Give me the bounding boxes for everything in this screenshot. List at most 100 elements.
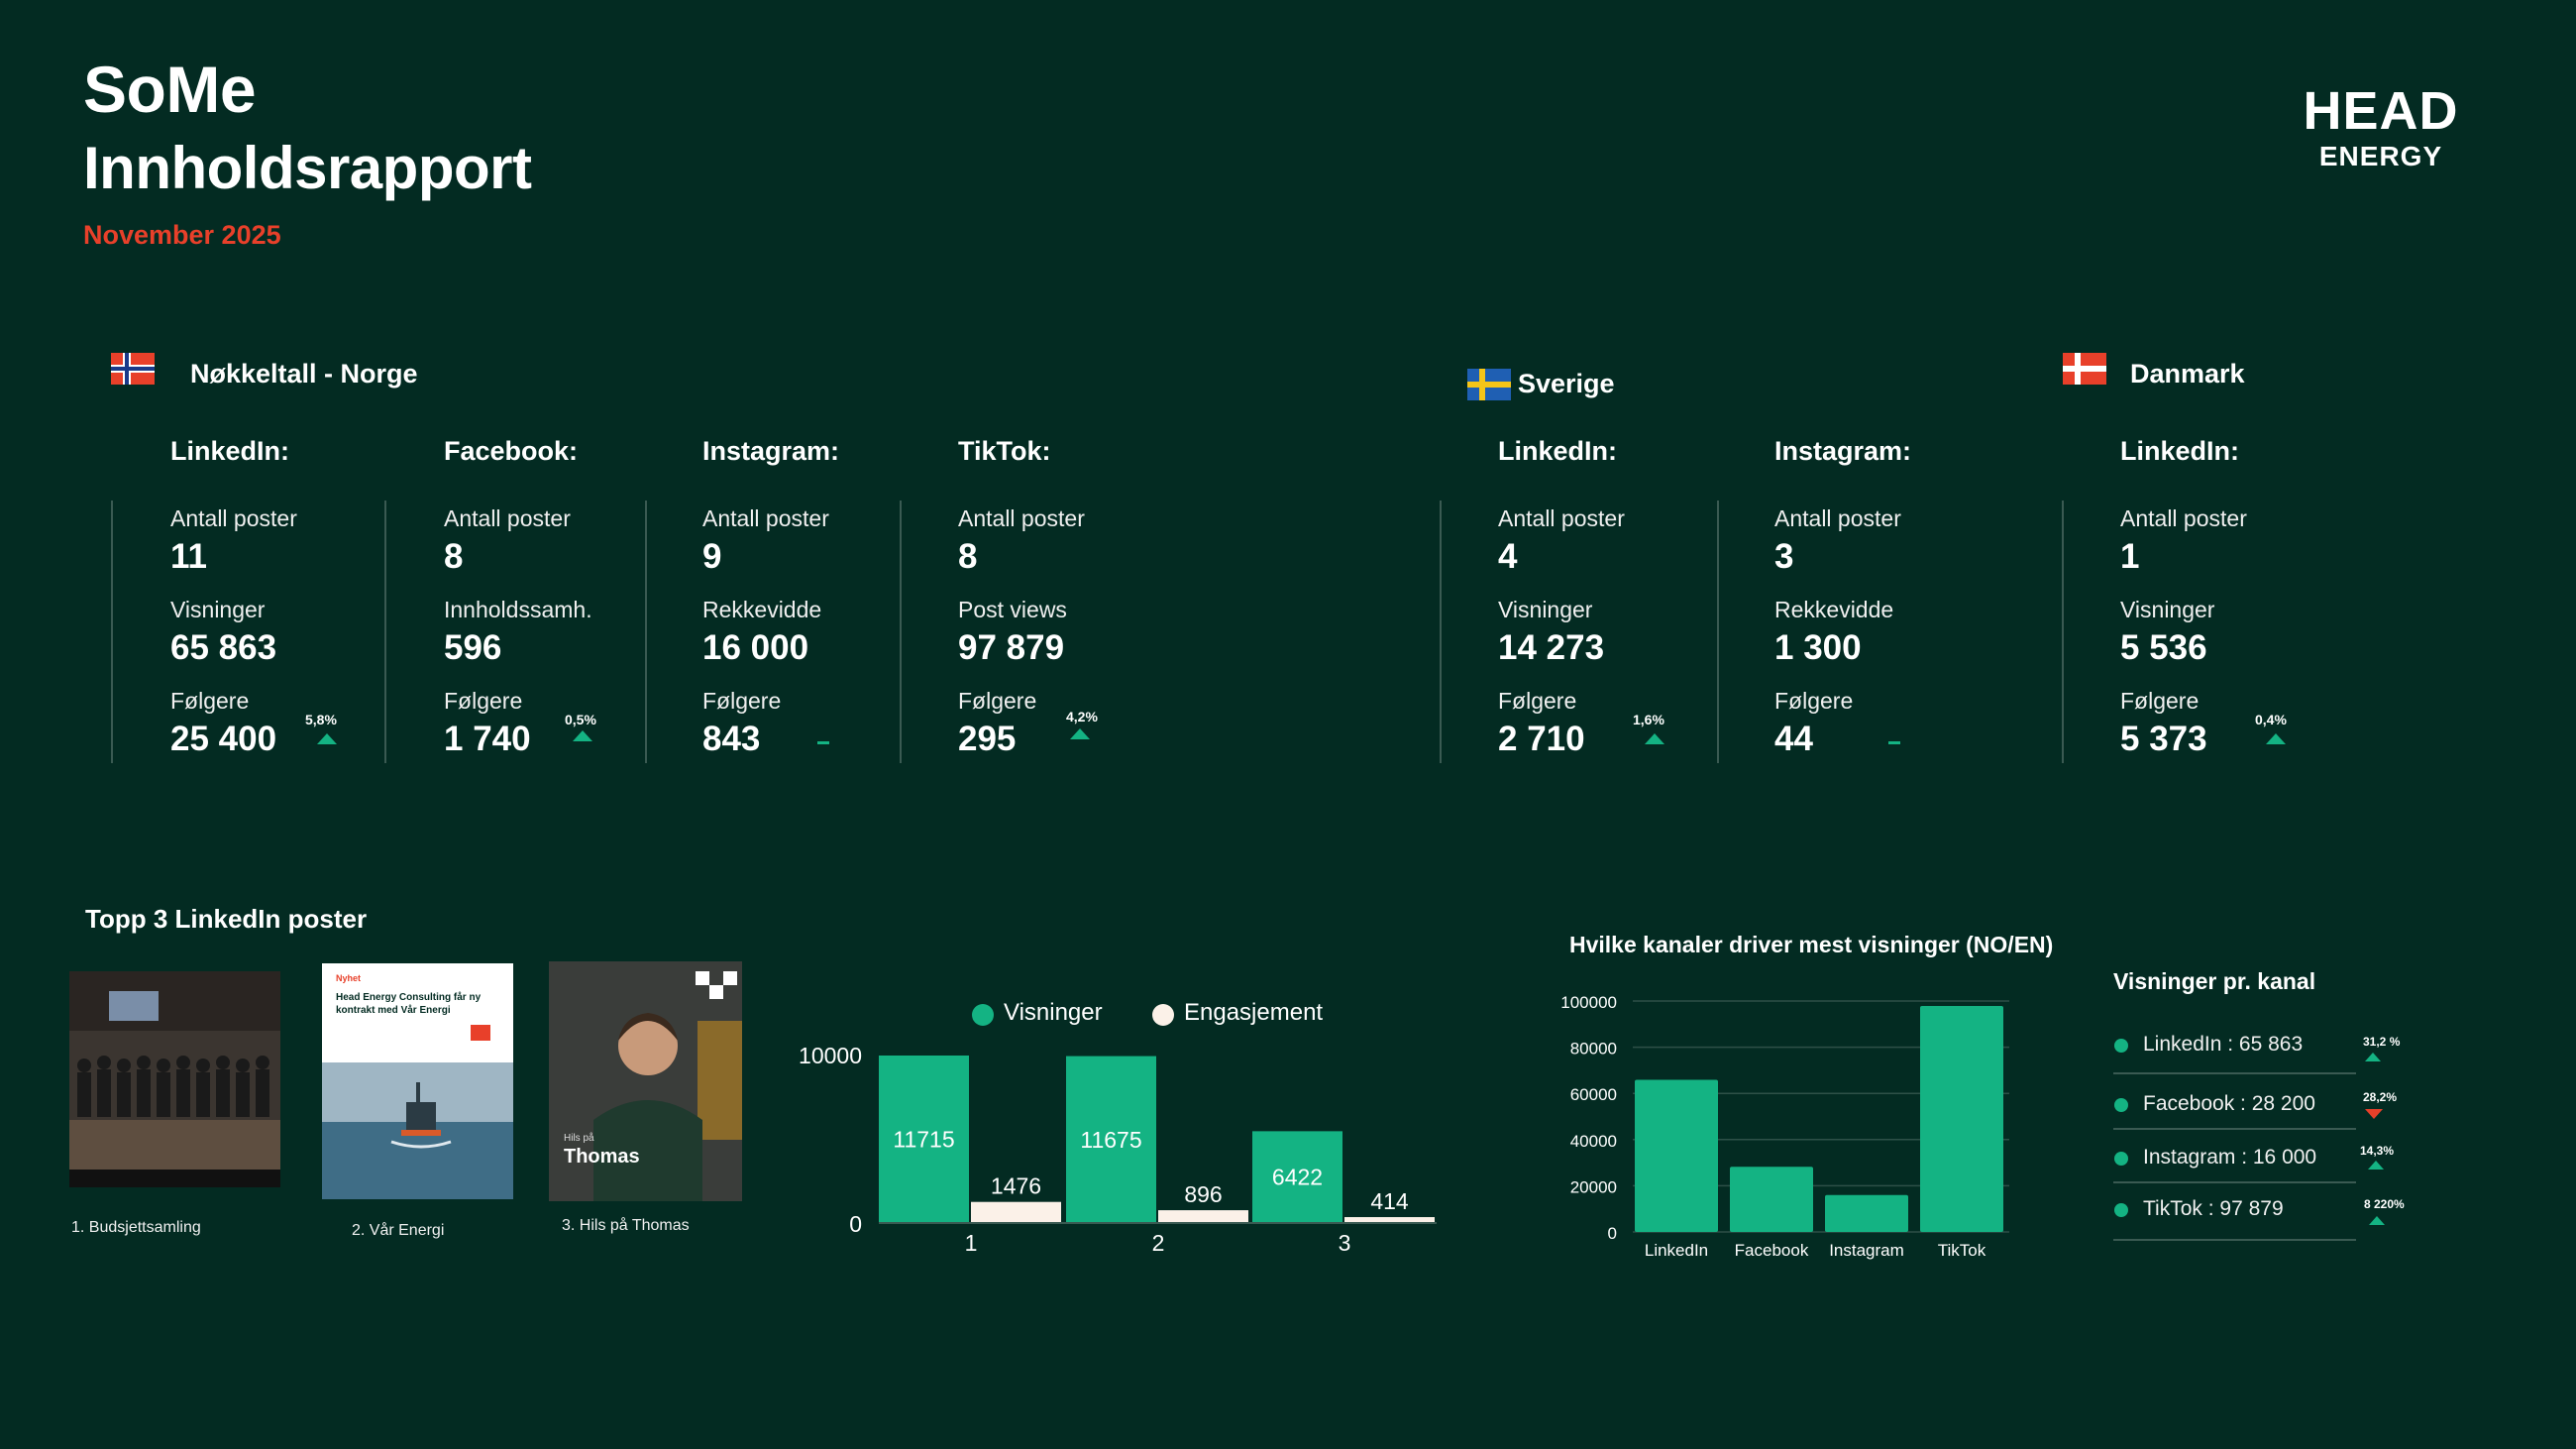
stat-value: 97 879 <box>958 628 1065 667</box>
bar-engasjement <box>971 1201 1061 1223</box>
stat-value: 1 300 <box>1774 628 1862 667</box>
y-tick-label: 20000 <box>1570 1177 1617 1196</box>
platform-label: TikTok: <box>958 436 1051 466</box>
sweden-flag-icon <box>1467 369 1511 400</box>
post-caption: 3. Hils på Thomas <box>562 1217 690 1234</box>
legend-label-engasjement: Engasjement <box>1184 999 1324 1026</box>
kanal-pct: 8 220% <box>2364 1197 2405 1211</box>
sweden-instagram-stats: Instagram: Antall poster 3 Rekkevidde 1 … <box>1774 436 2002 761</box>
stat-label: Rekkevidde <box>1774 597 1894 622</box>
trend-up-icon <box>2369 1216 2385 1225</box>
y-tick-label: 60000 <box>1570 1085 1617 1104</box>
norway-flag-icon <box>111 353 155 385</box>
thumb-headline: Head Energy Consulting får ny kontrakt m… <box>336 992 482 1016</box>
stat-label: Visninger <box>2120 597 2215 622</box>
platform-label: Facebook: <box>444 436 579 466</box>
y-tick-label: 0 <box>1608 1224 1617 1243</box>
stat-value: 3 <box>1774 537 1794 576</box>
bar-engasjement <box>1344 1217 1435 1223</box>
stat-value: 9 <box>702 537 722 576</box>
platform-label: Instagram: <box>1774 436 1912 466</box>
platform-label: Instagram: <box>702 436 840 466</box>
post-caption: 2. Vår Energi <box>352 1222 445 1239</box>
channel-bullet-icon <box>2114 1039 2128 1053</box>
x-tick-label: LinkedIn <box>1645 1241 1708 1260</box>
stat-label: Post views <box>958 597 1067 622</box>
report-title-innholdsrapport: Innholdsrapport <box>83 135 532 201</box>
stat-label: Følgere <box>1498 688 1577 714</box>
platform-label: LinkedIn: <box>1498 436 1617 466</box>
platform-label: LinkedIn: <box>2120 436 2239 466</box>
stat-value: 1 <box>2120 537 2140 576</box>
trend-up-icon <box>2368 1161 2384 1170</box>
bar-value-label: 896 <box>1184 1181 1222 1207</box>
kanal-pct: 14,3% <box>2360 1144 2395 1158</box>
follower-growth-pct: 0,5% <box>565 712 596 727</box>
post-thumbnail-thomas[interactable]: Hils på Thomas <box>549 961 742 1201</box>
kanal-row-tiktok: TikTok : 97 879 <box>2143 1197 2284 1220</box>
norway-tiktok-stats: TikTok: Antall poster 8 Post views 97 87… <box>958 436 1186 761</box>
report-title-some: SoMe <box>83 53 257 126</box>
stat-label: Følgere <box>170 688 250 714</box>
stat-label: Antall poster <box>1498 505 1625 531</box>
stat-value: 5 536 <box>2120 628 2207 667</box>
x-tick-label: 2 <box>1152 1230 1165 1256</box>
divider <box>2113 1072 2356 1074</box>
norway-instagram-stats: Instagram: Antall poster 9 Rekkevidde 16… <box>702 436 930 761</box>
bar-visninger <box>1252 1131 1342 1223</box>
stat-value: 65 863 <box>170 628 277 667</box>
follower-growth-pct: 0,4% <box>2255 712 2287 727</box>
kanal-heading: Visninger pr. kanal <box>2113 968 2316 994</box>
x-tick-label: 1 <box>965 1230 978 1256</box>
trend-up-icon <box>317 733 337 744</box>
x-tick-label: 3 <box>1339 1230 1351 1256</box>
divider <box>1717 501 1719 763</box>
portrait-photo-image <box>549 961 742 1201</box>
no-change-dash-icon <box>817 741 829 744</box>
trend-up-icon <box>573 730 592 741</box>
norway-linkedin-stats: LinkedIn: Antall poster 11 Visninger 65 … <box>170 436 398 761</box>
stat-value: 14 273 <box>1498 628 1605 667</box>
head-energy-logo: HEAD ENERGY <box>2297 83 2465 174</box>
legend-label-visninger: Visninger <box>1004 999 1103 1026</box>
x-tick-label: Instagram <box>1829 1241 1904 1260</box>
stat-value: 295 <box>958 720 1017 758</box>
kanal-pct: 28,2% <box>2363 1090 2398 1104</box>
post-thumbnail-var-energi[interactable]: Nyhet Head Energy Consulting får ny kont… <box>322 963 513 1199</box>
divider <box>111 501 113 763</box>
bar-visninger <box>1066 1056 1156 1223</box>
stat-value: 1 740 <box>444 720 531 758</box>
bar-engasjement <box>1158 1210 1248 1223</box>
bar-channel-views <box>1635 1079 1718 1232</box>
denmark-heading: Danmark <box>2130 359 2245 389</box>
channel-bullet-icon <box>2114 1152 2128 1166</box>
trend-up-icon <box>1070 728 1090 739</box>
kanal-row-instagram: Instagram : 16 000 <box>2143 1146 2317 1169</box>
bar-channel-views <box>1920 1005 2003 1232</box>
stat-label: Antall poster <box>2120 505 2247 531</box>
stat-label: Følgere <box>702 688 782 714</box>
bar-value-label: 11715 <box>893 1127 954 1153</box>
norway-facebook-stats: Facebook: Antall poster 8 Innholdssamh. … <box>444 436 672 761</box>
kanal-row-facebook: Facebook : 28 200 <box>2143 1092 2315 1115</box>
divider <box>1440 501 1442 763</box>
group-photo-image <box>69 971 280 1187</box>
post-thumbnail-budsjettsamling[interactable] <box>69 971 280 1187</box>
stat-label: Følgere <box>2120 688 2200 714</box>
bar-value-label: 1476 <box>991 1173 1041 1199</box>
stat-label: Antall poster <box>170 505 297 531</box>
channel-views-bar-chart: 0 20000 40000 60000 80000 100000 LinkedIn Faceb… <box>1560 993 2009 1260</box>
stat-label: Visninger <box>170 597 266 622</box>
follower-growth-pct: 4,2% <box>1066 709 1098 724</box>
stat-label: Antall poster <box>444 505 571 531</box>
divider <box>900 501 902 763</box>
stat-label: Antall poster <box>1774 505 1901 531</box>
top-posts-bar-chart: 10000 0 11715 1476 1 11675 896 2 6422 414 3 <box>799 1043 1437 1256</box>
kanal-row-linkedin: LinkedIn : 65 863 <box>2143 1033 2304 1056</box>
no-change-dash-icon <box>1888 741 1900 744</box>
stat-value: 5 373 <box>2120 720 2207 758</box>
divider <box>645 501 647 763</box>
divider <box>384 501 386 763</box>
sweden-linkedin-stats: LinkedIn: Antall poster 4 Visninger 14 2… <box>1498 436 1726 761</box>
trend-down-icon <box>2365 1109 2383 1119</box>
